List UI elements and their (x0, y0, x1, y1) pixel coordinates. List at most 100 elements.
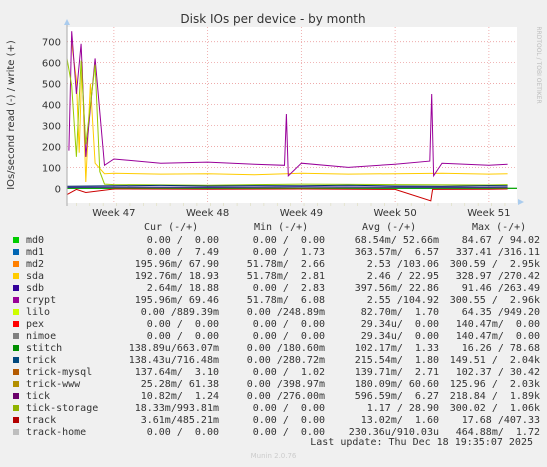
legend-name: trick-mysql (26, 367, 93, 378)
y-tick-label: 700 (42, 38, 61, 49)
legend-swatch (13, 357, 19, 363)
legend-max: 464.88m/ 1.72 (455, 427, 540, 438)
legend-max: 300.59 / 2.95k (449, 259, 540, 270)
legend-cur: 10.82m/ 1.24 (140, 391, 219, 402)
legend-min: 0.00 / 0.00 (252, 319, 325, 330)
legend-swatch (13, 321, 19, 327)
legend-min: 0.00 /276.00m (246, 391, 325, 402)
series-group (66, 31, 517, 202)
legend-swatch (13, 345, 19, 351)
last-update: Last update: Thu Dec 18 19:35:07 2025 (310, 437, 533, 448)
legend-avg: 180.09m/ 60.60 (354, 379, 439, 390)
series-line-trick (66, 184, 508, 187)
legend-min: 51.78m/ 2.81 (246, 271, 325, 282)
legend-min: 0.00 /398.97m (246, 379, 325, 390)
legend-max: 328.97 /270.42 (455, 271, 540, 282)
y-ticks: 0 100 200 300 400 500 600 700 (42, 38, 61, 196)
legend-min: 0.00 / 2.83 (252, 283, 325, 294)
legend-cur: 25.28m/ 61.38 (140, 379, 219, 390)
y-axis-arrow (64, 19, 70, 25)
legend-cur: 0.00 / 0.00 (146, 427, 219, 438)
header-min: Min (-/+) (254, 222, 309, 233)
legend-avg: 397.56m/ 22.86 (354, 283, 439, 294)
legend-max: 140.47m/ 0.00 (455, 331, 540, 342)
x-tick-label: Week 47 (92, 208, 135, 219)
legend-swatch (13, 249, 19, 255)
legend-min: 51.78m/ 2.66 (246, 259, 325, 270)
legend-avg: 2.46 / 22.95 (366, 271, 439, 282)
legend-avg: 102.17m/ 1.33 (354, 343, 439, 354)
legend-avg: 1.17 / 28.90 (366, 403, 439, 414)
legend-name: tick (26, 391, 51, 402)
legend-cur: 195.96m/ 69.46 (134, 295, 219, 306)
legend-name: trick (26, 355, 57, 366)
legend-swatch (13, 261, 19, 267)
legend-swatch (13, 393, 19, 399)
y-tick-label: 600 (42, 59, 61, 70)
munin-version: Munin 2.0.76 (250, 452, 297, 460)
legend-avg: 230.36u/910.03u (348, 427, 439, 438)
legend-cur: 0.00 / 0.00 (146, 319, 219, 330)
y-tick-label: 0 (55, 184, 61, 195)
x-tick-label: Week 49 (280, 208, 323, 219)
legend-avg: 596.59m/ 6.27 (354, 391, 439, 402)
legend-max: 91.46 /263.49 (461, 283, 540, 294)
header-max: Max (-/+) (472, 222, 527, 233)
chart: Disk IOs per device - by month IOs/secon… (6, 12, 542, 219)
y-tick-label: 300 (42, 121, 61, 132)
legend-cur: 0.00 / 0.00 (146, 235, 219, 246)
legend-swatch (13, 417, 19, 423)
legend-swatch (13, 237, 19, 243)
legend-min: 0.00 / 1.73 (252, 247, 325, 258)
x-tick-label: Week 51 (467, 208, 510, 219)
legend-avg: 68.54m/ 52.66m (354, 235, 439, 246)
legend-min: 0.00 /280.72m (246, 355, 325, 366)
legend-name: trick-www (26, 379, 81, 390)
legend-swatch (13, 405, 19, 411)
grid (67, 27, 517, 203)
legend-max: 300.55 / 2.96k (449, 295, 540, 306)
legend-name: tick-storage (26, 403, 99, 414)
y-tick-label: 400 (42, 101, 61, 112)
legend-avg: 2.53 /103.06 (366, 259, 439, 270)
legend-max: 17.68 /407.33 (461, 415, 540, 426)
legend-avg: 13.02m/ 1.60 (360, 415, 439, 426)
legend-max: 149.51 / 2.04k (449, 355, 540, 366)
legend-cur: 2.64m/ 18.88 (146, 283, 219, 294)
legend-max: 16.26 / 78.68 (461, 343, 540, 354)
legend-min: 0.00 / 1.02 (252, 367, 325, 378)
y-axis-label: IOs/second read (-) / write (+) (6, 40, 17, 190)
series-line-sda (71, 43, 508, 183)
legend-swatch (13, 333, 19, 339)
legend-swatch (13, 381, 19, 387)
x-tick-label: Week 50 (373, 208, 416, 219)
legend-min: 0.00 / 0.00 (252, 235, 325, 246)
legend-name: stitch (26, 343, 63, 354)
legend-swatch (13, 369, 19, 375)
legend-cur: 0.00 /889.39m (140, 307, 219, 318)
legend-max: 64.35 /949.20 (461, 307, 540, 318)
legend-swatch (13, 285, 19, 291)
header-cur: Cur (-/+) (144, 222, 199, 233)
header-avg: Avg (-/+) (362, 222, 417, 233)
legend-swatch (13, 297, 19, 303)
legend-min: 0.00 / 0.00 (252, 427, 325, 438)
legend-name: lilo (26, 307, 51, 318)
legend-cur: 195.96m/ 67.90 (134, 259, 219, 270)
legend-name: sda (26, 271, 45, 282)
legend-name: md2 (26, 259, 45, 270)
legend-avg: 215.54m/ 1.80 (354, 355, 439, 366)
legend-cur: 138.43u/716.48m (128, 355, 219, 366)
legend-cur: 138.89u/663.07m (128, 343, 219, 354)
legend-name: md1 (26, 247, 45, 258)
legend-avg: 29.34u/ 0.00 (360, 319, 439, 330)
legend-name: crypt (26, 295, 57, 306)
legend-avg: 2.55 /104.92 (366, 295, 439, 306)
legend-min: 0.00 /248.89m (246, 307, 325, 318)
legend-avg: 139.71m/ 2.71 (354, 367, 439, 378)
legend-max: 102.37 / 30.42 (455, 367, 540, 378)
x-axis-arrow (518, 199, 524, 205)
legend-cur: 137.64m/ 3.10 (134, 367, 219, 378)
legend-min: 51.78m/ 6.08 (246, 295, 325, 306)
legend-max: 300.02 / 1.06k (449, 403, 540, 414)
